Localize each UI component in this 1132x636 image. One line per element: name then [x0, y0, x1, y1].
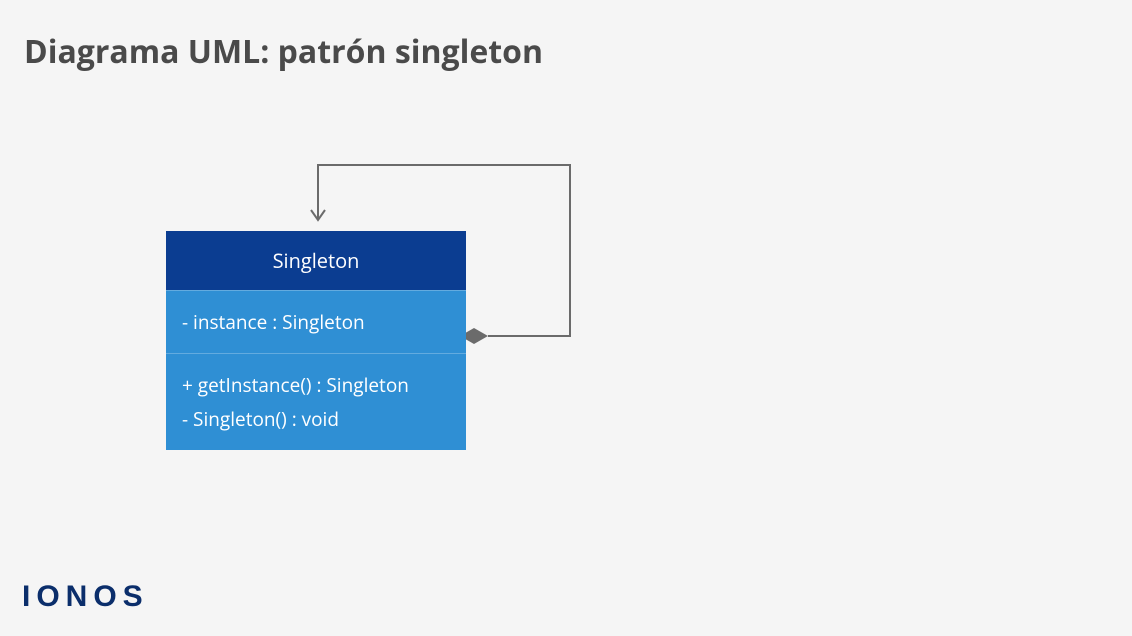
uml-class-box: Singleton - instance : Singleton + getIn… — [166, 231, 466, 450]
arrowhead-icon — [311, 210, 325, 220]
uml-member: - Singleton() : void — [182, 402, 450, 436]
page-title: Diagrama UML: patrón singleton — [24, 30, 543, 73]
uml-class-name: Singleton — [166, 231, 466, 290]
uml-operations-section: + getInstance() : Singleton- Singleton()… — [166, 353, 466, 450]
uml-attributes-section: - instance : Singleton — [166, 290, 466, 353]
uml-member: + getInstance() : Singleton — [182, 368, 450, 402]
brand-logo: IONOS — [22, 580, 149, 614]
uml-member: - instance : Singleton — [182, 305, 450, 339]
